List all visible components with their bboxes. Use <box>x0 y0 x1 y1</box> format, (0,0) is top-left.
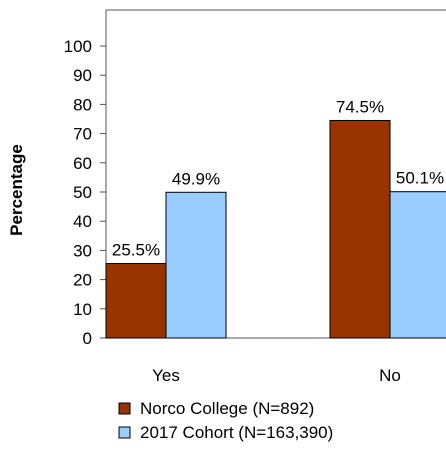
x-tick-label-no: No <box>379 366 401 385</box>
legend: Norco College (N=892) 2017 Cohort (N=163,… <box>118 399 333 442</box>
y-tick-label: 60 <box>73 154 92 173</box>
y-tick-label: 100 <box>64 37 92 56</box>
data-label: 74.5% <box>336 97 384 116</box>
data-label: 49.9% <box>172 169 220 188</box>
legend-swatch <box>118 402 131 415</box>
bar-no-series-1 <box>329 119 391 339</box>
bar-yes-series-2 <box>165 191 227 339</box>
y-tick-label: 50 <box>73 183 92 202</box>
y-tick-label: 0 <box>83 329 92 348</box>
y-tick-label: 40 <box>73 212 92 231</box>
y-tick-label: 30 <box>73 241 92 260</box>
y-tick-label: 20 <box>73 271 92 290</box>
data-label: 25.5% <box>112 241 160 260</box>
y-tick-label: 90 <box>73 66 92 85</box>
y-tick-label: 80 <box>73 95 92 114</box>
y-tick-label: 10 <box>73 300 92 319</box>
y-tick-label: 70 <box>73 125 92 144</box>
x-axis: Yes No <box>152 366 401 385</box>
legend-swatch <box>118 426 131 439</box>
bar-no-series-2 <box>389 191 446 339</box>
x-tick-label-yes: Yes <box>152 366 180 385</box>
data-label: 50.1% <box>396 169 444 188</box>
legend-label: 2017 Cohort (N=163,390) <box>140 423 333 442</box>
bar-yes-series-1 <box>105 263 167 339</box>
y-axis-title: Percentage <box>7 144 26 236</box>
legend-label: Norco College (N=892) <box>140 399 314 418</box>
data-labels: 25.5% 49.9% 74.5% 50.1% <box>112 97 444 259</box>
y-axis: 0 10 20 30 40 50 60 70 80 90 100 <box>64 37 106 348</box>
bars <box>105 119 446 339</box>
